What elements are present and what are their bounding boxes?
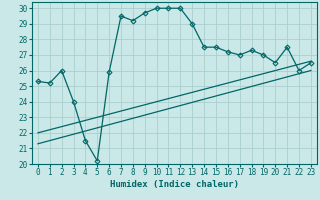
X-axis label: Humidex (Indice chaleur): Humidex (Indice chaleur) xyxy=(110,180,239,189)
